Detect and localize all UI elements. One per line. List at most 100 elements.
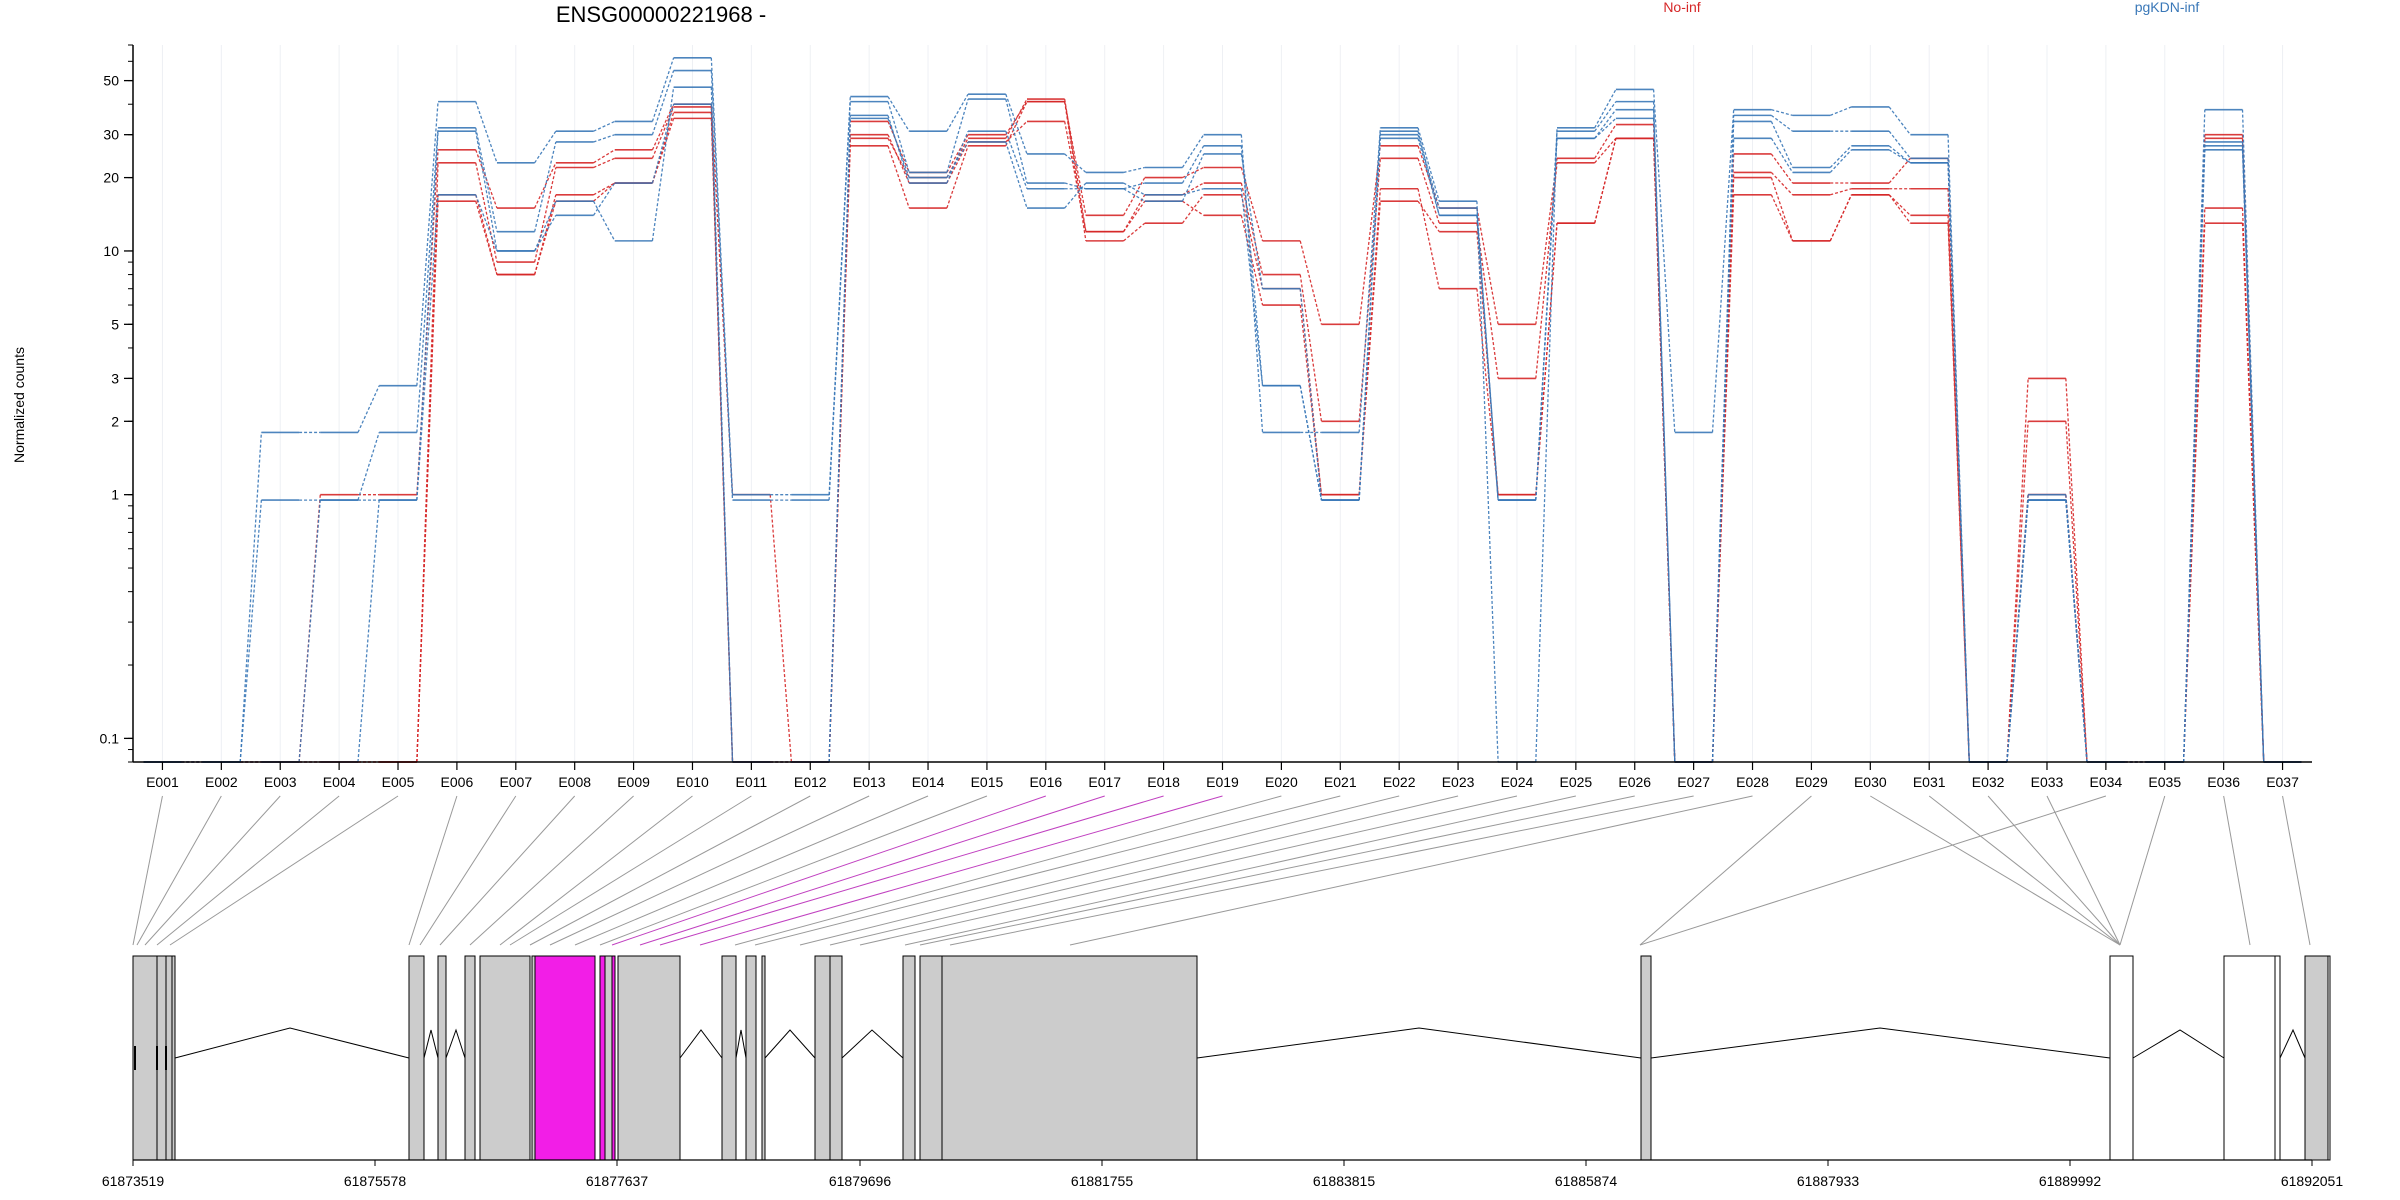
transition-segment: [1005, 98, 1028, 184]
transition-segment: [2182, 134, 2206, 763]
connector-line: [499, 795, 693, 946]
intron-line: [1196, 1027, 1642, 1059]
transition-segment: [1182, 200, 1205, 216]
x-tick-label: E010: [676, 774, 709, 790]
connector-line: [1639, 795, 2107, 946]
intron-line: [764, 1029, 816, 1059]
connector-line: [734, 795, 1282, 946]
x-tick-label: E020: [1265, 774, 1298, 790]
transition-segment: [1005, 93, 1028, 155]
x-tick-label: E012: [794, 774, 827, 790]
y-tick-label: 0.1: [100, 730, 120, 746]
x-tick-label: E022: [1383, 774, 1416, 790]
transition-segment: [651, 57, 675, 122]
transition-segment: [828, 101, 851, 501]
x-tick-label: E016: [1029, 774, 1062, 790]
connector-line: [439, 795, 576, 946]
exon-e022: [1640, 955, 1652, 1161]
transition-segment: [1830, 188, 1852, 196]
connector-line: [1928, 795, 2121, 946]
genomic-tick-label: 61877637: [586, 1173, 649, 1189]
transition-segment: [1240, 188, 1264, 386]
connector-line: [408, 795, 458, 946]
transition-segment: [1240, 145, 1264, 386]
transition-segment: [946, 145, 969, 209]
transition-segment: [593, 182, 616, 202]
exon-e004: [171, 955, 176, 1161]
transition-segment: [946, 141, 969, 178]
exon-e013: [617, 955, 681, 1161]
exon-e008: [479, 955, 531, 1161]
genomic-tick-label: 61892051: [2281, 1173, 2344, 1189]
transition-segment: [1594, 109, 1617, 139]
x-tick-label: E013: [853, 774, 886, 790]
intron-line: [2132, 1029, 2225, 1059]
x-tick-label: E033: [2031, 774, 2064, 790]
transition-segment: [1299, 240, 1323, 325]
transition-segment: [1594, 124, 1617, 159]
transition-segment: [1476, 201, 1499, 763]
transition-segment: [887, 118, 910, 178]
transition-segment: [593, 157, 615, 169]
transition-segment: [1005, 101, 1028, 147]
transition-segment: [416, 201, 439, 763]
transition-segment: [2006, 421, 2029, 763]
transition-segment: [946, 130, 969, 184]
connector-line: [574, 795, 929, 946]
transition-segment: [416, 194, 439, 501]
transition-segment: [1181, 145, 1205, 184]
transition-segment: [2006, 378, 2029, 763]
transition-segment: [2241, 149, 2265, 763]
connector-line: [799, 795, 1400, 946]
connector-line: [1069, 795, 1753, 946]
x-tick-label: E001: [146, 774, 179, 790]
transition-segment: [1182, 182, 1204, 196]
transition-segment: [357, 432, 380, 501]
transition-segment: [1771, 109, 1793, 117]
y-tick-label: 10: [103, 243, 119, 259]
transition-segment: [1358, 201, 1381, 495]
transition-segment: [1829, 145, 1852, 168]
connector-line: [1870, 795, 2121, 946]
intron-line: [735, 1029, 747, 1059]
transition-segment: [534, 130, 557, 164]
transition-segment: [534, 167, 557, 263]
exon-e005: [408, 955, 425, 1161]
transition-segment: [416, 101, 439, 386]
transition-segment: [1005, 130, 1028, 189]
connector-line: [529, 795, 811, 946]
transition-segment: [239, 500, 263, 763]
exon-e025: [2274, 955, 2281, 1161]
gene-model-track: [132, 955, 2331, 1161]
connector-line: [136, 795, 222, 946]
transition-segment: [1064, 101, 1087, 241]
connector-line: [549, 795, 870, 946]
x-axis: E001 E002 E003 E004 E005 E006 E007 E008 E009 E010…: [133, 761, 2312, 790]
x-tick-label: E034: [2090, 774, 2123, 790]
genomic-tick-label: 61887933: [1797, 1173, 1860, 1189]
x-tick-label: E009: [617, 774, 650, 790]
transition-segment: [1594, 101, 1617, 132]
x-tick-label: E005: [382, 774, 415, 790]
transition-segment: [2065, 378, 2088, 763]
transition-segment: [1123, 182, 1146, 196]
x-tick-label: E023: [1442, 774, 1475, 790]
transition-segment: [357, 500, 380, 763]
transition-segment: [1417, 134, 1440, 209]
legend-pgkdn-inf: pgKDN-inf: [2135, 0, 2200, 15]
transition-segment: [1888, 157, 1911, 184]
transition-segment: [416, 131, 439, 501]
exon-e024: [2223, 955, 2276, 1161]
connector-line: [156, 795, 340, 946]
intron-line: [1650, 1027, 2111, 1059]
connector-line: [469, 795, 634, 946]
transition-segment: [1064, 182, 1087, 209]
transition-segment: [769, 494, 793, 763]
series-pgkdn-inf-7: [143, 103, 2302, 763]
transition-segment: [1182, 166, 1204, 179]
transition-segment: [1652, 118, 1676, 763]
x-tick-label: E024: [1501, 774, 1534, 790]
y-axis-label: Normalized counts: [11, 347, 27, 463]
transition-segment: [416, 149, 439, 495]
transition-segment: [1299, 288, 1323, 501]
